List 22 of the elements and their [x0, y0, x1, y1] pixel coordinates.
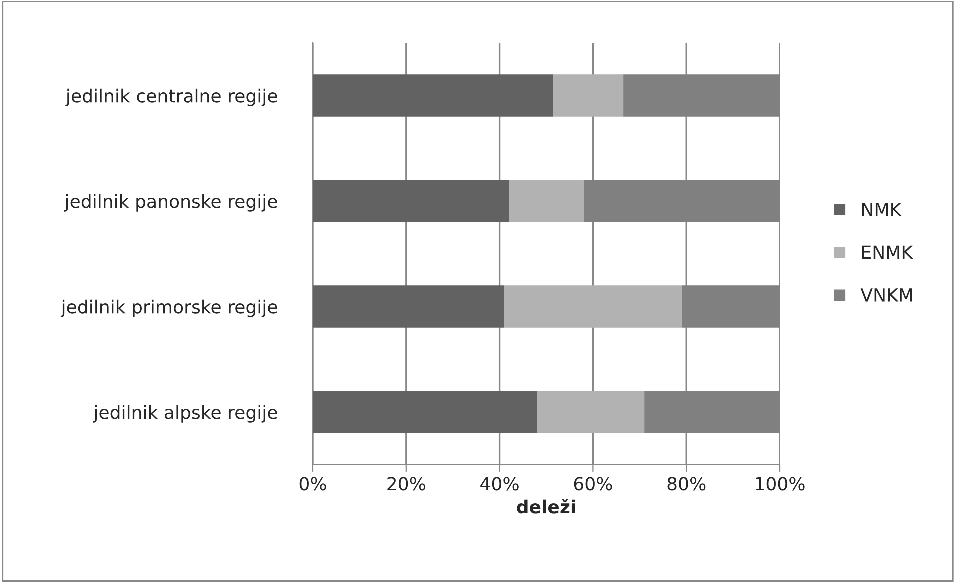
legend-label: ENMK	[862, 246, 914, 259]
bar	[509, 180, 584, 222]
x-tick-label: 40%	[480, 477, 519, 491]
bar	[504, 286, 682, 328]
legend-label: NMK	[862, 203, 902, 216]
bar	[554, 74, 624, 117]
bar	[313, 74, 554, 117]
x-tick-label: 80%	[668, 477, 706, 491]
bar	[537, 391, 645, 434]
bar	[313, 391, 538, 434]
x-axis-title: deleži	[517, 499, 576, 514]
bar	[313, 180, 510, 222]
y-tick-label: jedilnik centralne regije	[66, 88, 278, 106]
y-tick-label: jedilnik alpske regije	[93, 405, 278, 423]
y-tick-label: jedilnik primorske regije	[60, 300, 278, 318]
legend-label: VNKM	[860, 288, 912, 302]
x-tick-label: 60%	[574, 477, 612, 491]
bar	[313, 286, 504, 328]
x-tick-label: 0%	[300, 477, 326, 491]
x-tick-label: 100%	[756, 477, 805, 491]
y-tick-label: jedilnik panonske regije	[64, 194, 278, 212]
x-tick-label: 20%	[388, 477, 426, 491]
